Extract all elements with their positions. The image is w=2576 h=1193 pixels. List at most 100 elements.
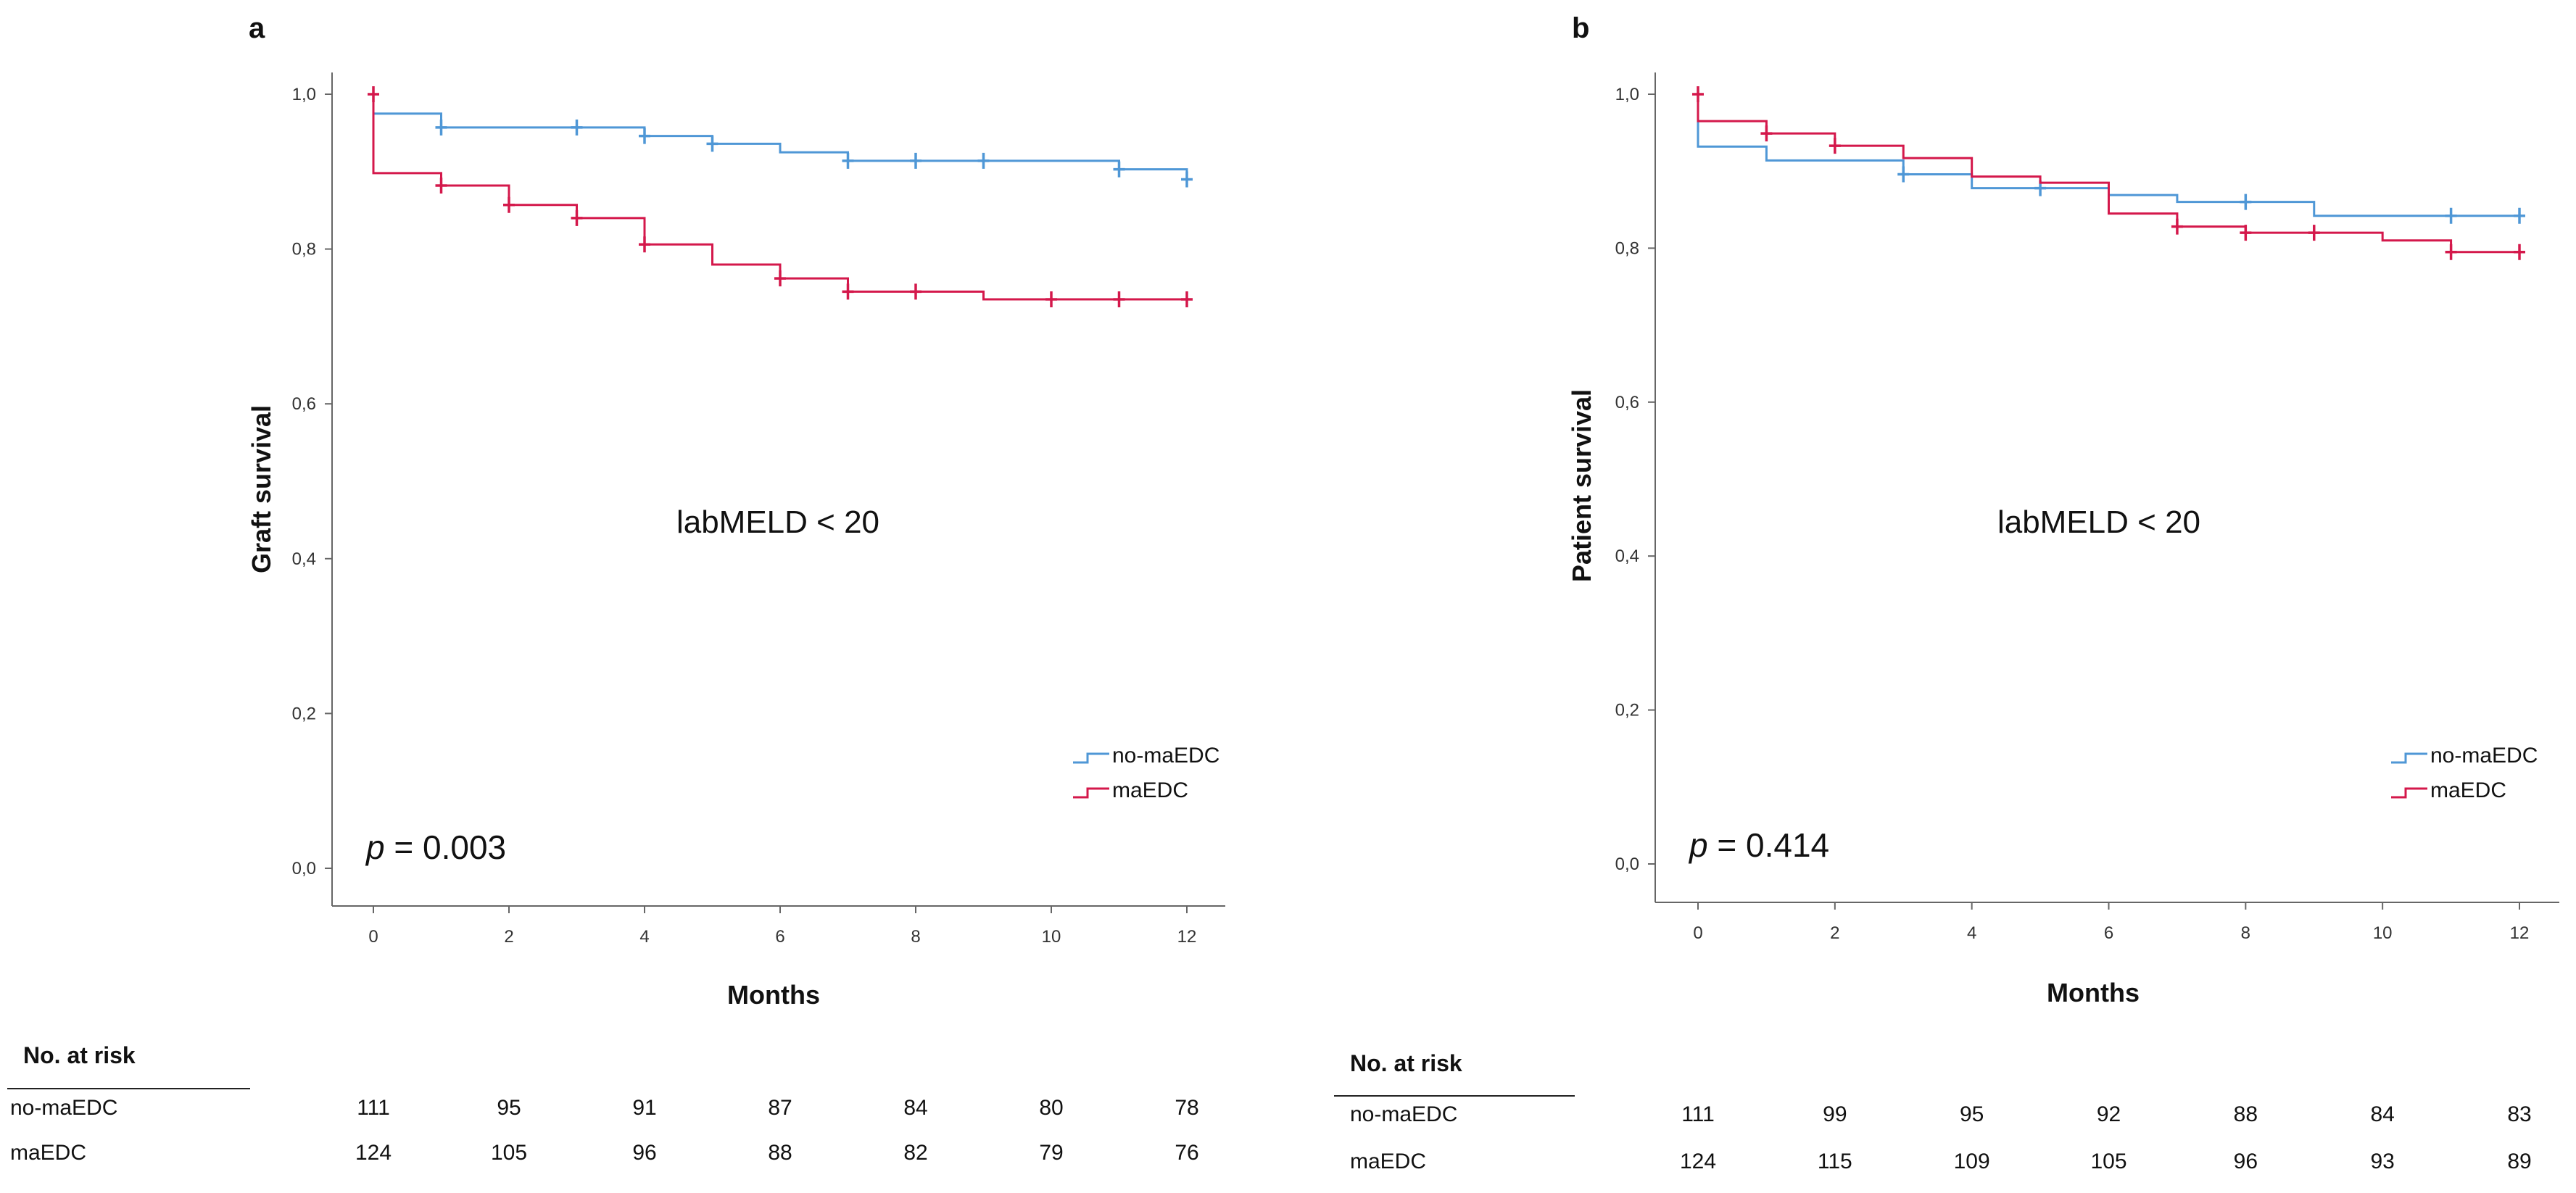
legend-swatch-maedc (1073, 787, 1109, 799)
risk-table: No. at risk no-maEDC maEDC 111 95 91 87 84 80… (7, 1042, 1199, 1165)
risk-count: 87 (768, 1096, 792, 1120)
panel-letter: b (1572, 12, 1589, 44)
panel-letter: a (249, 12, 265, 44)
x-tick-label: 0 (368, 927, 378, 947)
survival-curves (1692, 86, 2525, 260)
legend-swatch-no-maedc (2391, 752, 2427, 764)
censor-mark (910, 283, 922, 300)
legend: no-maEDC maEDC (2391, 744, 2538, 802)
x-tick-label: 6 (2104, 923, 2113, 943)
curve-maedc (1697, 94, 2519, 254)
censor-mark (2171, 218, 2183, 235)
censor-mark (2240, 194, 2252, 210)
x-tick-label: 4 (639, 927, 649, 947)
censor-mark (1113, 291, 1125, 308)
risk-count: 79 (1039, 1141, 1063, 1165)
risk-count: 99 (1823, 1102, 1847, 1126)
risk-count: 111 (1681, 1102, 1715, 1126)
risk-row-label: maEDC (10, 1141, 86, 1165)
risk-row-label: no-maEDC (1350, 1102, 1457, 1126)
x-tick-label: 12 (1177, 927, 1197, 947)
risk-count: 95 (1960, 1102, 1984, 1126)
curve-no-maedc (372, 94, 1188, 180)
p-value: p = 0.003 (365, 828, 506, 866)
legend-swatch-maedc (2391, 787, 2427, 799)
risk-count: 84 (903, 1096, 927, 1120)
legend-label-maedc: maEDC (2430, 778, 2506, 802)
x-axis-title: Months (2047, 978, 2140, 1007)
y-ticks: 0,0 0,2 0,4 0,6 0,8 1,0 (1615, 85, 1655, 874)
risk-count: 109 (1954, 1150, 1990, 1173)
x-tick-label: 12 (2510, 923, 2530, 943)
y-tick-label: 0,2 (292, 704, 316, 723)
x-tick-label: 0 (1693, 923, 1702, 943)
axes (331, 72, 1225, 907)
censor-mark (639, 236, 650, 253)
legend-label-maedc: maEDC (1112, 778, 1188, 802)
risk-count: 124 (1680, 1150, 1716, 1173)
axes (1654, 72, 2559, 903)
censor-mark (2514, 244, 2525, 260)
censor-mark (706, 136, 718, 152)
y-tick-label: 0,6 (292, 394, 316, 414)
risk-count: 96 (2234, 1150, 2258, 1173)
censor-mark (1692, 86, 1704, 102)
risk-count: 80 (1039, 1096, 1063, 1120)
risk-count: 96 (632, 1141, 656, 1165)
legend-label-no-maedc: no-maEDC (2430, 744, 2538, 768)
y-tick-label: 0,0 (1615, 855, 1639, 874)
legend-swatch-no-maedc (1073, 752, 1109, 764)
risk-count: 92 (2097, 1102, 2121, 1126)
y-tick-label: 0,2 (1615, 701, 1639, 720)
risk-count: 88 (768, 1141, 792, 1165)
censor-mark (571, 209, 583, 226)
censor-mark (435, 178, 447, 194)
risk-counts: 111 95 91 87 84 80 78 124 105 96 88 82 79 76 (355, 1096, 1199, 1165)
p-symbol: p (365, 828, 385, 866)
censor-mark (1897, 166, 1910, 183)
curve-no-maedc (1697, 94, 2519, 217)
x-tick-label: 4 (1967, 923, 1976, 943)
y-axis-title: Patient survival (1567, 389, 1596, 582)
censor-mark (435, 119, 447, 136)
p-value: p = 0.414 (1688, 826, 1829, 864)
x-tick-label: 10 (2373, 923, 2393, 943)
legend-label-no-maedc: no-maEDC (1112, 744, 1219, 768)
censor-mark (368, 86, 379, 102)
censor-mark (503, 196, 515, 213)
censor-mark (910, 152, 922, 169)
censor-mark (1045, 291, 1057, 308)
x-tick-label: 2 (1830, 923, 1839, 943)
legend: no-maEDC maEDC (1073, 744, 1219, 802)
x-tick-label: 6 (775, 927, 784, 947)
risk-count: 83 (2507, 1102, 2531, 1126)
y-ticks: 0,0 0,2 0,4 0,6 0,8 1,0 (292, 85, 332, 878)
risk-row-label: maEDC (1350, 1150, 1426, 1173)
risk-count: 95 (497, 1096, 521, 1120)
risk-count: 82 (903, 1141, 927, 1165)
risk-table-header: No. at risk (1350, 1050, 1462, 1076)
p-value-number: = 0.414 (1708, 826, 1830, 864)
censor-mark (774, 270, 786, 287)
p-symbol: p (1688, 826, 1708, 864)
censor-mark (842, 283, 854, 300)
x-tick-label: 2 (504, 927, 513, 947)
x-axis-title: Months (727, 980, 820, 1010)
risk-count: 115 (1818, 1150, 1852, 1173)
risk-count: 84 (2370, 1102, 2394, 1126)
risk-row-label: no-maEDC (10, 1096, 117, 1120)
y-tick-label: 0,4 (292, 549, 316, 569)
y-tick-label: 1,0 (292, 85, 316, 104)
y-tick-label: 0,6 (1615, 393, 1639, 412)
censor-mark (1113, 161, 1125, 178)
panel-a: a 0,0 0,2 0,4 0,6 0,8 1,0 0 2 4 6 8 10 12 Graft sur… (7, 12, 1225, 1165)
risk-count: 105 (491, 1141, 527, 1165)
risk-table-header: No. at risk (23, 1042, 136, 1068)
annotation: labMELD < 20 (676, 504, 879, 540)
risk-table: No. at risk no-maEDC maEDC 111 99 95 92 88 84… (1334, 1050, 2532, 1173)
censor-mark (2240, 225, 2252, 241)
censor-mark (977, 152, 990, 169)
risk-count: 124 (355, 1141, 392, 1165)
y-axis-title: Graft survival (247, 405, 276, 573)
